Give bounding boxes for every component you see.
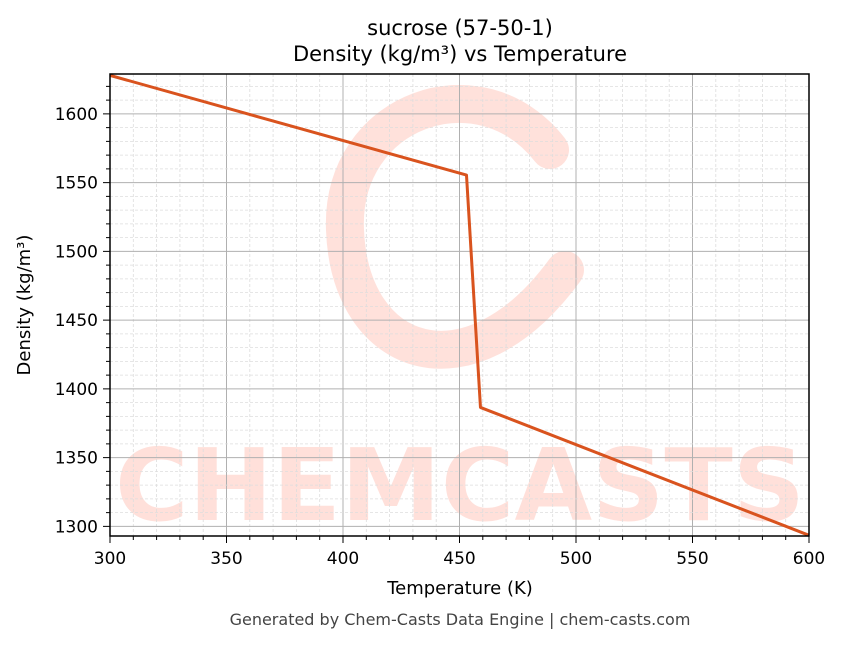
- y-tick-label: 1500: [55, 242, 98, 262]
- grid: [109, 74, 810, 536]
- y-tick-label: 1450: [55, 311, 98, 331]
- x-tick-label: 500: [560, 549, 592, 569]
- series-line: [109, 73, 810, 537]
- ticks: 300 350 400 450 500 550 600 1300 1350 1400 1450 150…: [55, 85, 825, 569]
- watermark-logo-arc: [325, 84, 584, 369]
- y-tick-label: 1600: [55, 105, 98, 125]
- x-tick-label: 300: [94, 549, 126, 569]
- chart-title: sucrose (57-50-1): [367, 16, 553, 40]
- y-tick-label: 1350: [55, 449, 98, 469]
- y-tick-label: 1550: [55, 174, 98, 194]
- y-axis-label: Density (kg/m³): [14, 235, 35, 376]
- x-tick-label: 450: [443, 549, 475, 569]
- chart-subtitle: Density (kg/m³) vs Temperature: [293, 42, 627, 66]
- y-tick-label: 1400: [55, 380, 98, 400]
- x-axis-label: Temperature (K): [386, 578, 533, 599]
- footer: Generated by Chem-Casts Data Engine | ch…: [230, 610, 691, 629]
- x-tick-label: 600: [793, 549, 825, 569]
- x-tick-label: 350: [210, 549, 242, 569]
- series: [109, 73, 810, 537]
- x-tick-label: 400: [327, 549, 359, 569]
- y-tick-label: 1300: [55, 517, 98, 537]
- x-tick-label: 550: [676, 549, 708, 569]
